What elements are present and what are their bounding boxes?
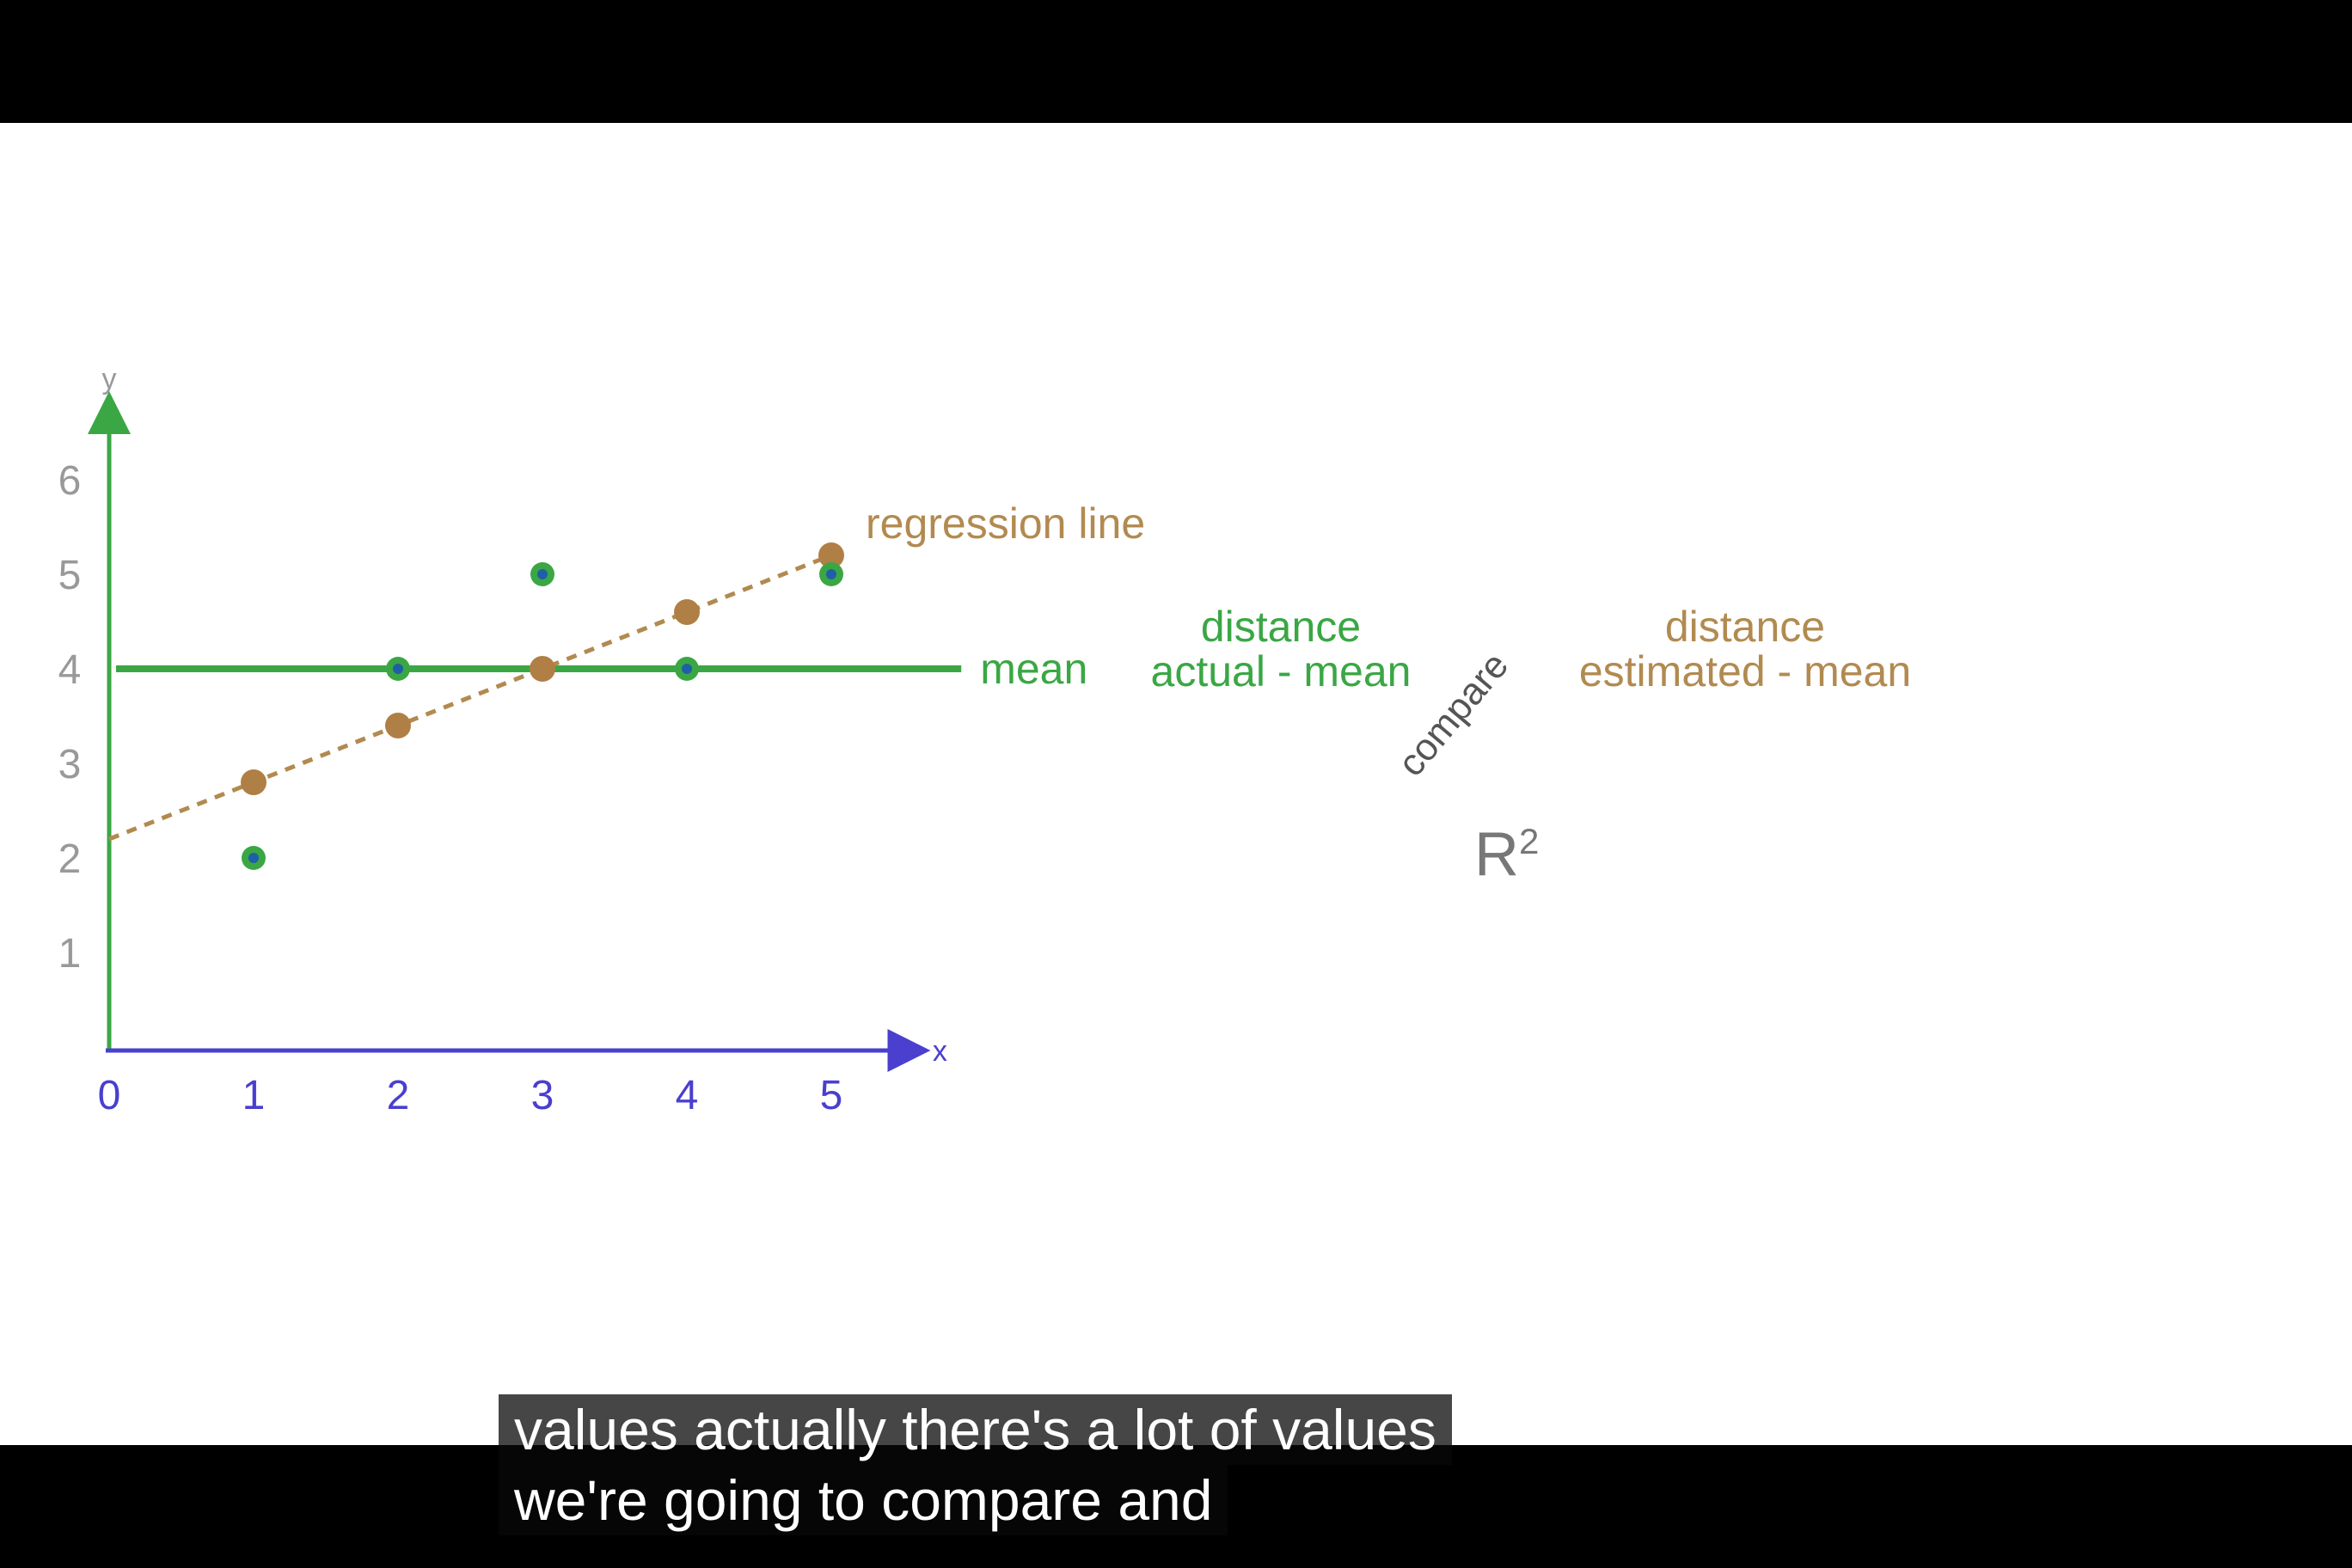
r-squared-base: R [1474, 820, 1519, 889]
r-squared-label: R2 [1474, 819, 1539, 890]
estimated-point [385, 713, 411, 738]
actual-point [675, 657, 699, 681]
y-tick-label: 4 [58, 647, 82, 693]
y-tick-label: 1 [58, 931, 82, 977]
x-tick-label: 3 [531, 1073, 554, 1118]
regression-line-label: regression line [866, 499, 1145, 548]
regression-chart: y x 0 1 2 3 4 5 1 2 3 4 5 6 mean regression line [58, 363, 1146, 1118]
regression-line [108, 553, 832, 842]
estimated-note-line1: distance [1664, 603, 1826, 651]
actual-note-line1: distance [1200, 603, 1362, 651]
actual-point [530, 562, 554, 586]
actual-point-center [826, 569, 836, 579]
mean-line-label: mean [980, 645, 1087, 693]
caption-line-2: we're going to compare and [499, 1465, 1228, 1535]
video-captions: values actually there's a lot of values … [499, 1394, 1452, 1535]
estimated-point [530, 656, 555, 682]
estimated-point [818, 542, 844, 568]
actual-point-center [537, 569, 548, 579]
x-tick-label: 2 [387, 1073, 410, 1118]
actual-point-center [393, 664, 403, 674]
y-tick-label: 6 [58, 458, 82, 504]
x-tick-label: 0 [98, 1073, 121, 1118]
estimated-point [674, 599, 700, 625]
distance-actual-mean-note: distance actual - mean [1118, 604, 1444, 694]
actual-point-center [682, 664, 692, 674]
y-tick-label: 2 [58, 836, 82, 882]
y-axis-label: y [102, 363, 117, 395]
lecture-slide: y x 0 1 2 3 4 5 1 2 3 4 5 6 mean regression line distan… [0, 123, 2352, 1445]
x-axis-label: x [933, 1035, 947, 1068]
actual-point [242, 846, 266, 870]
caption-line-1: values actually there's a lot of values [499, 1394, 1452, 1465]
x-tick-label: 1 [242, 1073, 266, 1118]
x-tick-label: 4 [676, 1073, 699, 1118]
r-squared-exponent: 2 [1519, 821, 1540, 861]
estimated-note-line2: estimated - mean [1578, 647, 1912, 695]
y-tick-label: 5 [58, 553, 82, 598]
actual-point [819, 562, 843, 586]
distance-estimated-mean-note: distance estimated - mean [1556, 604, 1934, 694]
actual-point [386, 657, 410, 681]
x-tick-label: 5 [820, 1073, 843, 1118]
estimated-point [241, 769, 266, 795]
y-tick-label: 3 [58, 742, 82, 787]
actual-note-line2: actual - mean [1150, 647, 1412, 695]
actual-point-center [248, 853, 259, 863]
